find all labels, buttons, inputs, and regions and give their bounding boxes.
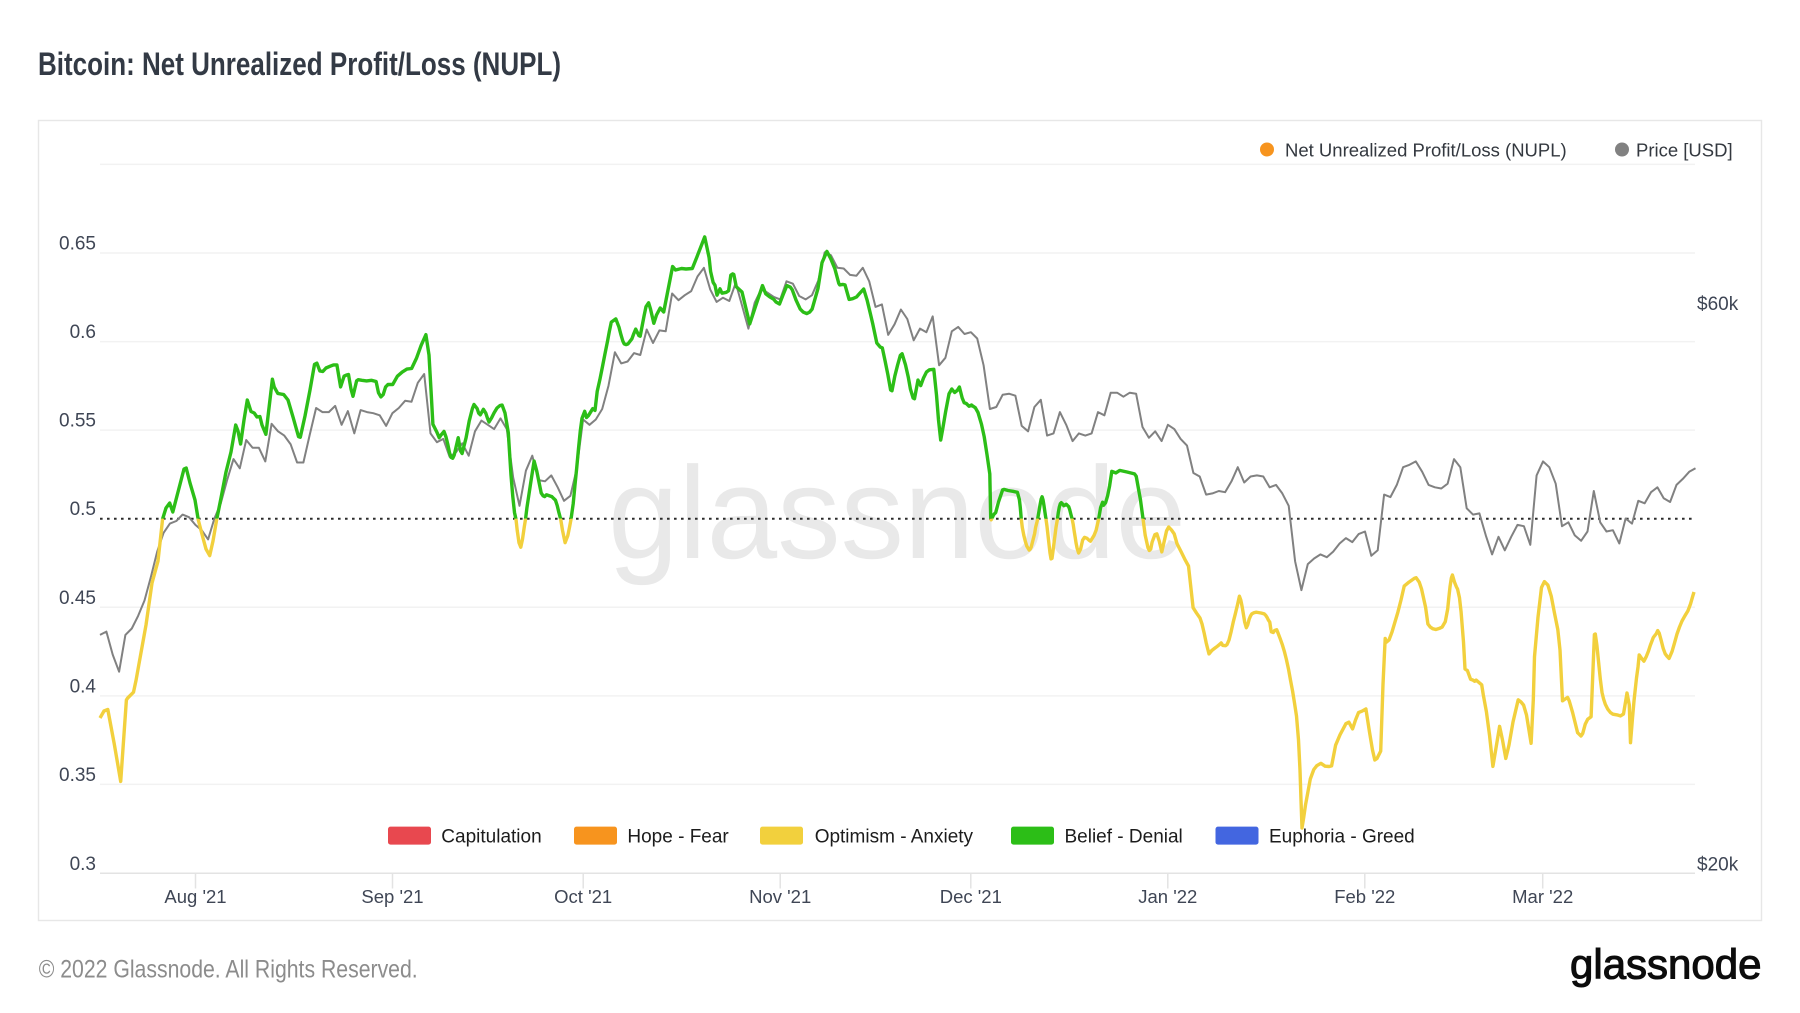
svg-text:Capitulation: Capitulation (441, 827, 541, 848)
svg-text:Feb '22: Feb '22 (1334, 886, 1395, 907)
svg-text:Nov '21: Nov '21 (749, 886, 811, 907)
svg-text:Price [USD]: Price [USD] (1636, 140, 1733, 161)
svg-text:Aug '21: Aug '21 (164, 886, 226, 907)
svg-text:0.65: 0.65 (59, 234, 96, 255)
svg-text:Bitcoin: Net Unrealized Profit: Bitcoin: Net Unrealized Profit/Loss (NUP… (38, 46, 561, 82)
svg-text:Dec '21: Dec '21 (940, 886, 1002, 907)
svg-text:© 2022 Glassnode. All Rights R: © 2022 Glassnode. All Rights Reserved. (39, 956, 418, 984)
svg-text:0.4: 0.4 (70, 676, 97, 697)
svg-text:Euphoria - Greed: Euphoria - Greed (1269, 827, 1415, 848)
svg-text:0.6: 0.6 (70, 322, 96, 343)
svg-text:0.5: 0.5 (70, 499, 96, 520)
svg-text:Mar '22: Mar '22 (1512, 886, 1573, 907)
svg-text:$20k: $20k (1697, 855, 1739, 876)
svg-text:glassnode: glassnode (1570, 940, 1761, 987)
svg-text:Belief - Denial: Belief - Denial (1065, 827, 1183, 848)
svg-text:0.35: 0.35 (59, 765, 96, 786)
svg-text:0.3: 0.3 (70, 854, 96, 875)
svg-text:Sep '21: Sep '21 (361, 886, 423, 907)
svg-text:Optimism - Anxiety: Optimism - Anxiety (815, 827, 974, 848)
svg-text:Oct '21: Oct '21 (554, 886, 612, 907)
svg-text:$60k: $60k (1697, 294, 1739, 315)
svg-text:0.45: 0.45 (59, 588, 96, 609)
svg-text:Net Unrealized Profit/Loss (NU: Net Unrealized Profit/Loss (NUPL) (1285, 140, 1567, 161)
svg-text:0.55: 0.55 (59, 411, 96, 432)
svg-text:Jan '22: Jan '22 (1138, 886, 1197, 907)
svg-text:Hope - Fear: Hope - Fear (627, 827, 729, 848)
svg-text:glassnode: glassnode (608, 439, 1186, 586)
